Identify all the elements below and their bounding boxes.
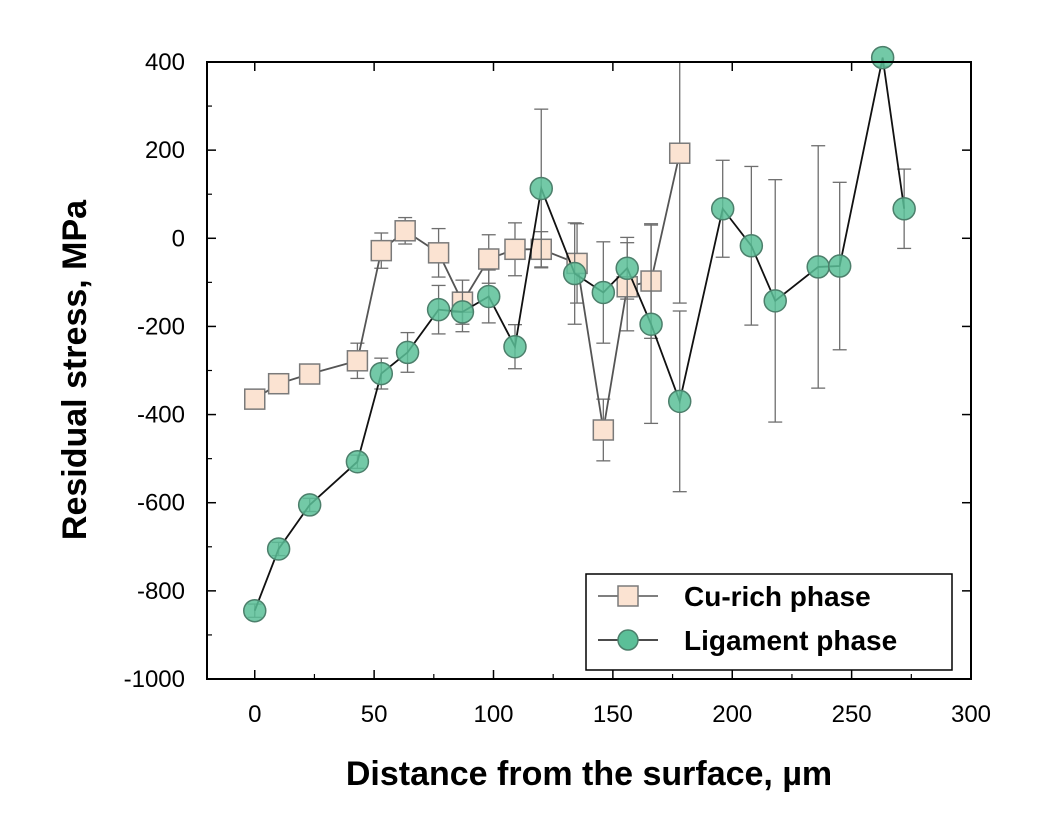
y-tick-label: -600 [137, 490, 185, 517]
data-point-circle [297, 493, 322, 517]
data-point-circle [870, 45, 895, 70]
y-tick-label: -400 [137, 402, 185, 429]
legend-marker-ligament [617, 629, 639, 651]
data-point-square [244, 388, 266, 410]
data-point-square [504, 238, 526, 261]
data-point-square [267, 372, 290, 395]
data-point-circle [266, 537, 291, 561]
series-layer [243, 45, 916, 623]
data-point-circle [243, 598, 267, 623]
data-point-circle [369, 361, 394, 386]
data-point-circle [562, 261, 587, 286]
legend-marker-cu-rich [617, 585, 639, 607]
data-point-square [477, 248, 500, 270]
axes-layer: 0 50 100 150 200 250 300 -1000 -800 -600 -400 -200 0… [124, 49, 991, 728]
series-1 [243, 45, 916, 623]
legend-label-cu-rich: Cu-rich phase [684, 581, 871, 612]
x-tick-label: 300 [951, 701, 991, 728]
x-tick-label: 0 [248, 701, 261, 728]
data-point-circle [345, 449, 370, 474]
y-tick-label: 400 [145, 49, 185, 76]
x-tick-label: 50 [361, 701, 388, 728]
x-tick-label: 100 [473, 701, 513, 728]
data-point-square [370, 239, 393, 262]
y-tick-label: -200 [137, 313, 185, 340]
data-point-circle [529, 176, 553, 201]
data-point-square [394, 220, 416, 242]
data-point-circle [615, 256, 639, 281]
data-point-circle [426, 297, 451, 322]
data-point-square [346, 350, 369, 372]
data-point-square [592, 419, 615, 441]
data-point-circle [827, 254, 852, 278]
series-line [254, 153, 681, 431]
legend-label-ligament: Ligament phase [684, 625, 897, 656]
x-axis-title: Distance from the surface, µm [346, 755, 832, 793]
data-point-circle [476, 284, 501, 309]
y-tick-label: 0 [172, 225, 185, 252]
data-point-circle [739, 234, 764, 258]
series-line [253, 57, 906, 612]
y-tick-label: -1000 [124, 666, 185, 693]
x-tick-label: 150 [593, 701, 633, 728]
data-point-square [298, 363, 321, 385]
x-tick-label: 250 [832, 701, 872, 728]
data-point-square [668, 142, 691, 164]
data-point-circle [710, 197, 735, 221]
x-tick-label: 200 [712, 701, 752, 728]
data-point-circle [395, 340, 420, 365]
legend: Cu-rich phase Ligament phase [585, 573, 953, 671]
y-tick-label: -800 [137, 578, 185, 605]
data-point-circle [806, 255, 830, 279]
data-point-circle [892, 197, 916, 221]
legend-box [585, 573, 953, 671]
data-point-square [427, 242, 450, 264]
y-tick-label: 200 [145, 137, 185, 164]
data-point-circle [591, 280, 616, 305]
data-point-circle [763, 289, 787, 313]
data-point-circle [450, 300, 475, 324]
data-point-circle [639, 312, 663, 336]
data-point-circle [503, 334, 527, 359]
y-axis-title: Residual stress, MPa [56, 199, 94, 540]
data-point-circle [667, 389, 692, 414]
